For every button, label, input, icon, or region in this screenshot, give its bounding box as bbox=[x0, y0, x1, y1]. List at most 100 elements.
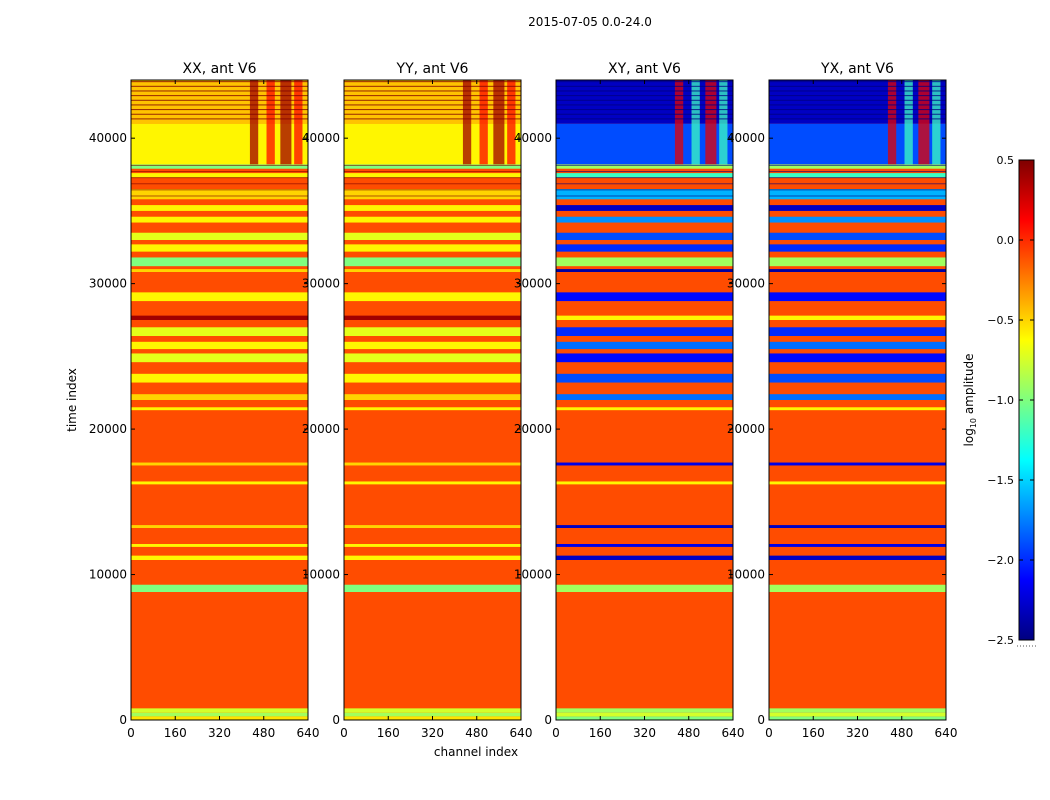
heatmap-band bbox=[556, 292, 733, 302]
heatmap-band bbox=[131, 257, 308, 267]
flag-stripe bbox=[131, 104, 308, 106]
heatmap-band bbox=[769, 373, 946, 383]
heatmap-band bbox=[344, 353, 521, 363]
y-tick-label: 10000 bbox=[514, 568, 552, 582]
heatmap-band bbox=[769, 269, 946, 272]
heatmap-panels: XX, ant V6 0 160 320 480 640 0 10000 20000 30000 4… bbox=[89, 61, 958, 740]
flag-stripe bbox=[556, 189, 733, 191]
heatmap-band bbox=[344, 292, 521, 302]
heatmap-band bbox=[131, 216, 308, 223]
heatmap-band bbox=[556, 257, 733, 267]
heatmap-band bbox=[556, 584, 733, 592]
heatmap-band bbox=[344, 462, 521, 466]
heatmap-band bbox=[769, 481, 946, 485]
flag-stripe bbox=[344, 99, 521, 101]
flag-stripe bbox=[769, 183, 946, 185]
heatmap-band bbox=[344, 173, 521, 178]
heatmap-band bbox=[344, 544, 521, 547]
y-tick-label: 10000 bbox=[302, 568, 340, 582]
heatmap-band bbox=[556, 205, 733, 211]
rfi-column bbox=[705, 80, 717, 165]
flag-stripe bbox=[769, 95, 946, 97]
panel-title: XX, ant V6 bbox=[183, 61, 257, 77]
flag-stripe bbox=[769, 90, 946, 92]
heatmap-band bbox=[769, 244, 946, 252]
heatmap-band bbox=[556, 232, 733, 240]
heatmap-band bbox=[131, 189, 308, 200]
heatmap-band bbox=[131, 462, 308, 466]
flag-stripe bbox=[769, 189, 946, 191]
heatmap-band bbox=[769, 708, 946, 713]
flag-stripe bbox=[556, 113, 733, 115]
y-tick-label: 10000 bbox=[89, 568, 127, 582]
x-tick-label: 480 bbox=[890, 726, 913, 740]
flag-stripe bbox=[344, 113, 521, 115]
rfi-column bbox=[493, 80, 505, 165]
heatmap-band bbox=[131, 712, 308, 717]
x-tick-label: 640 bbox=[935, 726, 958, 740]
flag-stripe bbox=[131, 113, 308, 115]
flag-stripe bbox=[769, 109, 946, 111]
heatmap-band bbox=[769, 394, 946, 400]
heatmap-band bbox=[556, 244, 733, 252]
heatmap-band bbox=[769, 315, 946, 320]
y-tick-label: 30000 bbox=[727, 277, 765, 291]
flag-stripe bbox=[556, 118, 733, 120]
heatmap-band bbox=[556, 353, 733, 363]
panel-3: XY, ant V6 0 160 320 480 640 0 10000 20000 30000 4… bbox=[514, 61, 745, 740]
heatmap-band bbox=[131, 123, 308, 165]
heatmap-band bbox=[769, 327, 946, 336]
heatmap-band bbox=[131, 315, 308, 320]
flag-stripe bbox=[131, 109, 308, 111]
heatmap-band bbox=[769, 80, 946, 124]
rfi-column bbox=[249, 80, 259, 165]
x-tick-label: 640 bbox=[510, 726, 533, 740]
heatmap-band bbox=[769, 544, 946, 547]
flag-stripe bbox=[131, 164, 308, 166]
flag-stripe bbox=[769, 195, 946, 197]
x-tick-label: 480 bbox=[677, 726, 700, 740]
y-tick-label: 30000 bbox=[514, 277, 552, 291]
heatmap-band bbox=[556, 269, 733, 272]
flag-stripe bbox=[344, 85, 521, 87]
flag-stripe bbox=[131, 99, 308, 101]
heatmap-band bbox=[556, 394, 733, 400]
x-tick-label: 160 bbox=[802, 726, 825, 740]
flag-stripe bbox=[131, 177, 308, 179]
panel-title: YX, ant V6 bbox=[820, 61, 894, 77]
heatmap-band bbox=[769, 292, 946, 302]
heatmap-band bbox=[556, 80, 733, 124]
heatmap-band bbox=[556, 315, 733, 320]
x-tick-label: 320 bbox=[208, 726, 231, 740]
x-tick-label: 0 bbox=[127, 726, 135, 740]
flag-stripe bbox=[131, 118, 308, 120]
y-tick-label: 40000 bbox=[514, 131, 552, 145]
flag-stripe bbox=[131, 183, 308, 185]
flag-stripe bbox=[131, 195, 308, 197]
flag-stripe bbox=[556, 104, 733, 106]
heatmap-band bbox=[344, 189, 521, 200]
y-tick-label: 0 bbox=[757, 713, 765, 727]
heatmap-band bbox=[344, 555, 521, 560]
figure-title: 2015-07-05 0.0-24.0 bbox=[528, 15, 652, 29]
x-tick-label: 0 bbox=[340, 726, 348, 740]
x-tick-label: 0 bbox=[552, 726, 560, 740]
colorbar-tick-label: −1.5 bbox=[987, 474, 1014, 487]
heatmap-band bbox=[769, 257, 946, 267]
heatmap-band bbox=[769, 407, 946, 411]
flag-stripe bbox=[769, 113, 946, 115]
heatmap-band bbox=[556, 712, 733, 717]
flag-stripe bbox=[556, 177, 733, 179]
rfi-column bbox=[904, 80, 913, 165]
heatmap-band bbox=[769, 205, 946, 211]
flag-stripe bbox=[556, 99, 733, 101]
heatmap-band bbox=[344, 257, 521, 267]
flag-stripe bbox=[556, 109, 733, 111]
heatmap-band bbox=[131, 708, 308, 713]
heatmap-band bbox=[131, 525, 308, 528]
flag-stripe bbox=[344, 118, 521, 120]
heatmap-band bbox=[344, 164, 521, 169]
heatmap-band bbox=[556, 555, 733, 560]
x-tick-label: 640 bbox=[722, 726, 745, 740]
